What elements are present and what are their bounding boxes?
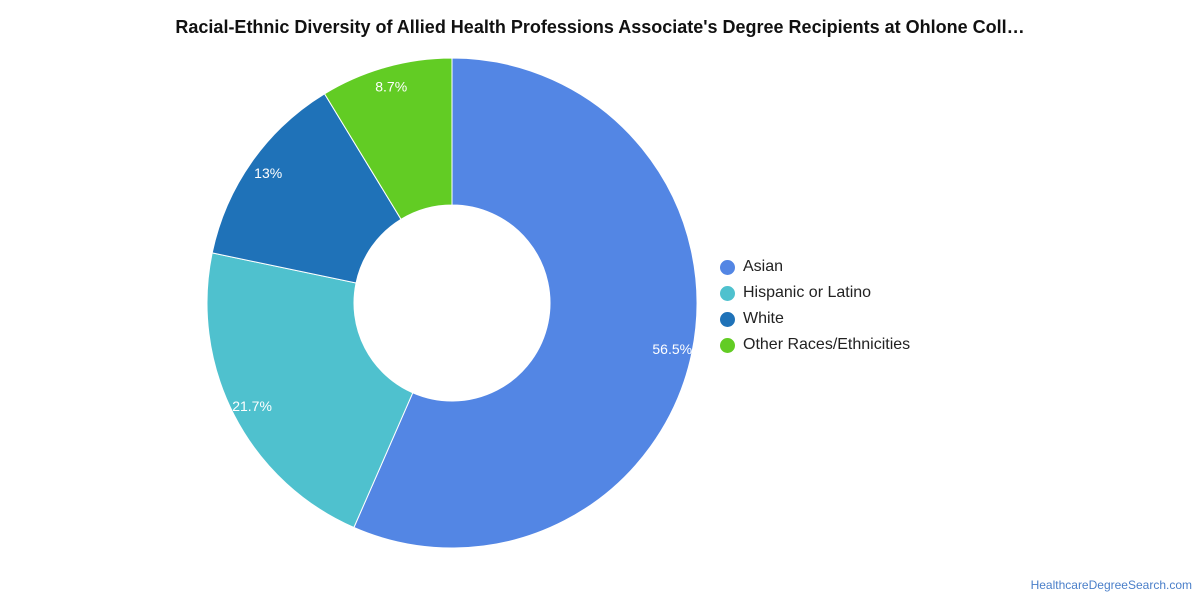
legend-swatch-icon xyxy=(720,259,735,275)
legend-item[interactable]: Asian xyxy=(720,254,910,280)
legend-item[interactable]: Hispanic or Latino xyxy=(720,280,910,306)
legend-item[interactable]: White xyxy=(720,306,910,332)
donut-slices xyxy=(206,57,698,549)
slice-label: 21.7% xyxy=(232,398,272,414)
legend-label: Asian xyxy=(743,258,784,275)
slice-asian[interactable] xyxy=(353,57,698,549)
slice-label: 13% xyxy=(254,165,282,181)
legend-swatch-icon xyxy=(720,337,735,353)
legend-label: Other Races/Ethnicities xyxy=(743,336,911,353)
chart-legend: Asian Hispanic or Latino White Other Races/… xyxy=(720,254,910,358)
legend-swatch-icon xyxy=(720,311,735,327)
chart-title: Racial-Ethnic Diversity of Allied Health… xyxy=(175,17,1025,37)
slice-hispanic-or-latino[interactable] xyxy=(206,252,414,529)
legend-swatch-icon xyxy=(720,285,735,301)
slice-label: 8.7% xyxy=(375,78,407,94)
slice-white[interactable] xyxy=(211,93,402,284)
legend-item[interactable]: Other Races/Ethnicities xyxy=(720,332,910,358)
slice-label: 56.5% xyxy=(652,341,692,357)
legend-label: Hispanic or Latino xyxy=(743,284,872,301)
donut-slice-labels: 56.5% 21.7% 13% 8.7% xyxy=(232,78,692,414)
source-credit[interactable]: HealthcareDegreeSearch.com xyxy=(1030,578,1192,592)
slice-other-races-ethnicities[interactable] xyxy=(323,57,453,220)
legend-label: White xyxy=(743,310,784,327)
